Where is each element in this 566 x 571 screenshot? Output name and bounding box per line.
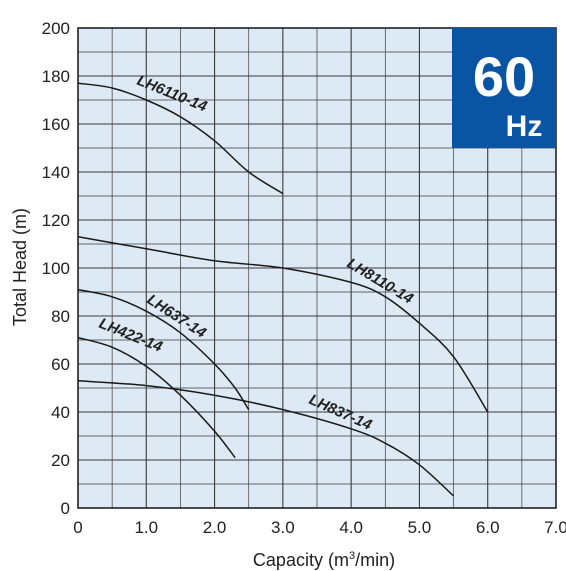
- x-tick-label: 6.0: [476, 518, 500, 537]
- y-tick-label: 100: [42, 259, 70, 278]
- x-tick-label: 7.0: [544, 518, 566, 537]
- y-tick-label: 200: [42, 19, 70, 38]
- x-tick-label: 1.0: [134, 518, 158, 537]
- y-tick-label: 120: [42, 211, 70, 230]
- badge-value: 60: [473, 45, 535, 108]
- frequency-badge: 60 Hz: [452, 28, 556, 148]
- x-tick-label: 2.0: [203, 518, 227, 537]
- x-tick-label: 3.0: [271, 518, 295, 537]
- x-axis-title: Capacity (m3/min): [253, 550, 395, 570]
- plot-frame: [77, 27, 557, 509]
- badge-unit: Hz: [506, 110, 543, 143]
- plot-border: [77, 27, 557, 509]
- x-axis-title-tail: /min): [355, 550, 395, 570]
- y-tick-label: 40: [51, 403, 70, 422]
- x-tick-label: 0: [73, 518, 82, 537]
- y-tick-label: 20: [51, 451, 70, 470]
- y-tick-label: 180: [42, 67, 70, 86]
- curve-lh422-14: [77, 336, 236, 459]
- y-tick-label: 80: [51, 307, 70, 326]
- x-tick-label: 4.0: [339, 518, 363, 537]
- grid: [78, 28, 556, 508]
- curve-lh6110-14: [77, 82, 284, 195]
- curve-lh637-14: [77, 288, 250, 411]
- x-tick-label: 5.0: [408, 518, 432, 537]
- badge-background: [452, 28, 556, 148]
- x-axis-title-main: Capacity (m: [253, 550, 349, 570]
- x-axis-title-sup: 3: [349, 550, 355, 562]
- y-tick-label: 0: [61, 499, 70, 518]
- curve-lh837-14: [77, 380, 455, 497]
- tick-labels: 0 1.0 2.0 3.0 4.0 5.0 6.0 7.0 0 20 40 60 80 100 120 140…: [42, 19, 566, 537]
- y-axis-title: Total Head (m): [10, 208, 30, 326]
- performance-curves: [77, 82, 489, 497]
- y-tick-label: 140: [42, 163, 70, 182]
- y-tick-label: 60: [51, 355, 70, 374]
- y-tick-label: 160: [42, 115, 70, 134]
- curve-lh8110-14: [77, 236, 489, 413]
